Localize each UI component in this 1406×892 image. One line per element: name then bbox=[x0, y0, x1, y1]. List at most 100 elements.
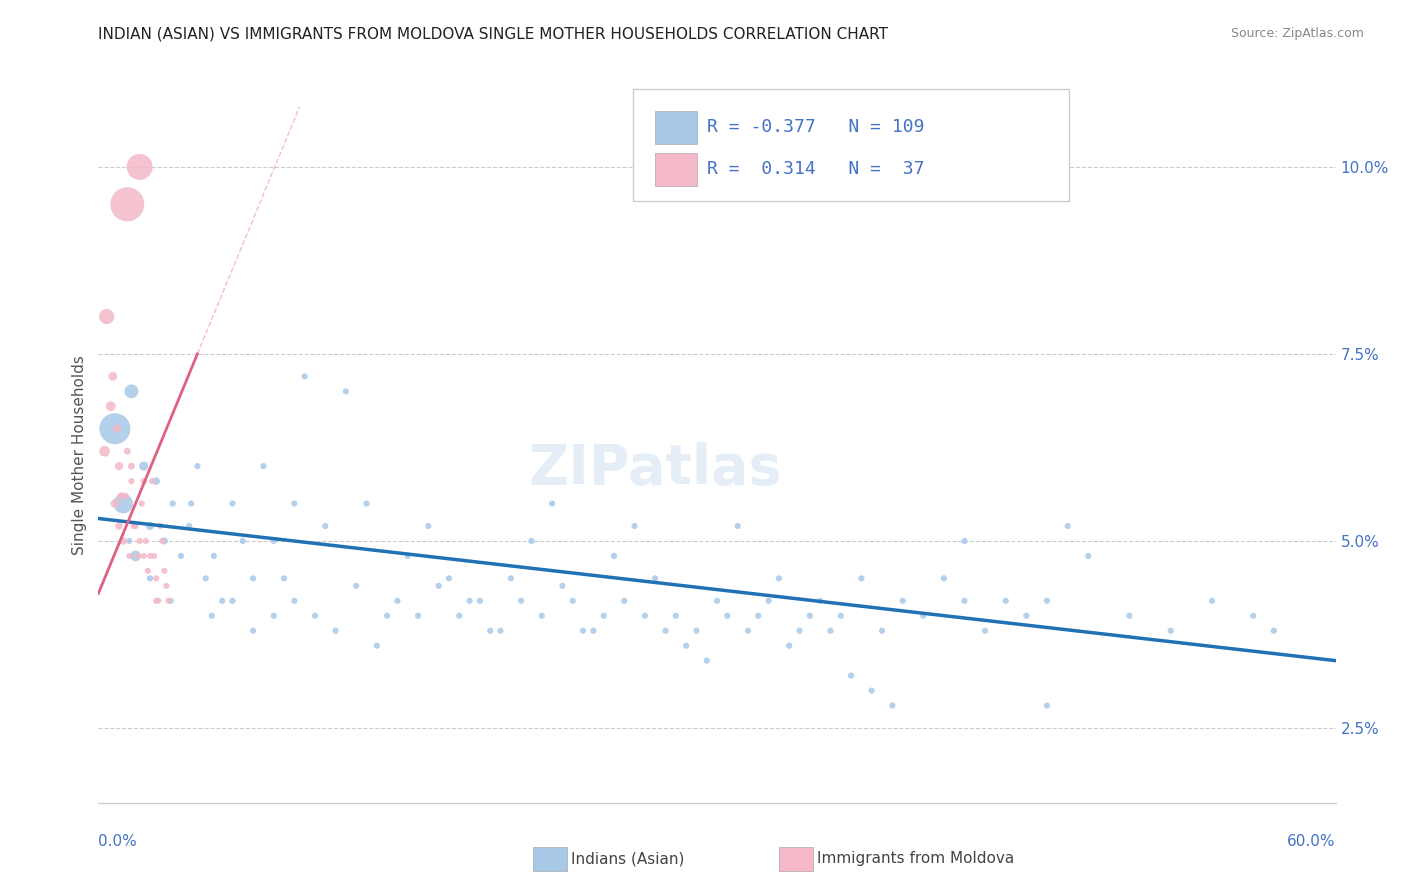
Point bbox=[122, 519, 145, 533]
Text: Immigrants from Moldova: Immigrants from Moldova bbox=[817, 852, 1014, 866]
Point bbox=[139, 549, 162, 563]
Point bbox=[758, 594, 780, 608]
Point bbox=[150, 533, 173, 548]
Point bbox=[1077, 549, 1099, 563]
Point bbox=[232, 533, 254, 548]
Point bbox=[112, 497, 135, 511]
Point bbox=[820, 624, 842, 638]
Point bbox=[561, 594, 583, 608]
Point bbox=[153, 564, 176, 578]
Point bbox=[418, 519, 440, 533]
Point bbox=[613, 594, 636, 608]
Point bbox=[1241, 608, 1264, 623]
Point bbox=[101, 369, 124, 384]
Point bbox=[105, 422, 128, 436]
Point bbox=[479, 624, 502, 638]
Point bbox=[221, 594, 243, 608]
Point bbox=[375, 608, 398, 623]
Point bbox=[135, 533, 157, 548]
Point bbox=[891, 594, 914, 608]
Text: Source: ZipAtlas.com: Source: ZipAtlas.com bbox=[1230, 27, 1364, 40]
Point bbox=[489, 624, 512, 638]
Point bbox=[273, 571, 295, 585]
Point bbox=[356, 497, 378, 511]
Point bbox=[932, 571, 955, 585]
Point bbox=[148, 594, 170, 608]
Point bbox=[449, 608, 471, 623]
Point bbox=[851, 571, 873, 585]
Text: R = -0.377   N = 109: R = -0.377 N = 109 bbox=[707, 118, 925, 136]
Point bbox=[1263, 624, 1285, 638]
Text: 0.0%: 0.0% bbox=[98, 834, 138, 849]
Point bbox=[252, 459, 274, 474]
Point bbox=[304, 608, 326, 623]
Point bbox=[93, 444, 115, 458]
Point bbox=[716, 608, 738, 623]
Point bbox=[110, 489, 132, 503]
Point bbox=[799, 608, 821, 623]
Point bbox=[145, 474, 167, 488]
Point bbox=[737, 624, 759, 638]
Point bbox=[1056, 519, 1078, 533]
Point bbox=[124, 549, 146, 563]
Point bbox=[994, 594, 1017, 608]
Point bbox=[221, 497, 243, 511]
Point bbox=[634, 608, 657, 623]
Point bbox=[623, 519, 645, 533]
Point bbox=[108, 519, 131, 533]
Point bbox=[830, 608, 852, 623]
Point bbox=[592, 608, 614, 623]
Point bbox=[118, 533, 141, 548]
Point bbox=[654, 624, 676, 638]
Point bbox=[131, 497, 153, 511]
Point bbox=[136, 564, 159, 578]
Point bbox=[132, 549, 155, 563]
Point bbox=[551, 579, 574, 593]
Point bbox=[344, 579, 367, 593]
Y-axis label: Single Mother Households: Single Mother Households bbox=[72, 355, 87, 555]
Point bbox=[696, 654, 718, 668]
Point bbox=[96, 310, 118, 324]
Point bbox=[201, 608, 224, 623]
Text: Indians (Asian): Indians (Asian) bbox=[571, 852, 685, 866]
Point bbox=[124, 519, 146, 533]
Point bbox=[468, 594, 491, 608]
Point bbox=[974, 624, 997, 638]
Point bbox=[211, 594, 233, 608]
Point bbox=[145, 594, 167, 608]
Point bbox=[387, 594, 409, 608]
Point bbox=[860, 683, 883, 698]
Point bbox=[727, 519, 749, 533]
Point bbox=[186, 459, 208, 474]
Point bbox=[162, 497, 184, 511]
Text: ZIPatlas: ZIPatlas bbox=[529, 442, 782, 496]
Point bbox=[153, 533, 176, 548]
Point bbox=[499, 571, 522, 585]
Point bbox=[685, 624, 707, 638]
Point bbox=[194, 571, 217, 585]
Point bbox=[117, 197, 139, 211]
Point bbox=[768, 571, 790, 585]
Point bbox=[263, 608, 285, 623]
Point bbox=[104, 422, 127, 436]
Point bbox=[396, 549, 419, 563]
Point bbox=[510, 594, 533, 608]
Point bbox=[406, 608, 429, 623]
Point bbox=[155, 579, 177, 593]
Point bbox=[128, 533, 150, 548]
Point bbox=[283, 594, 305, 608]
Point bbox=[132, 459, 155, 474]
Point bbox=[149, 519, 172, 533]
Point bbox=[778, 639, 800, 653]
Point bbox=[120, 384, 142, 399]
Point bbox=[325, 624, 347, 638]
Point bbox=[159, 594, 181, 608]
Point bbox=[242, 571, 264, 585]
Point bbox=[112, 533, 135, 548]
Point bbox=[100, 399, 122, 413]
Point bbox=[582, 624, 605, 638]
Point bbox=[127, 549, 149, 563]
Point bbox=[1118, 608, 1140, 623]
Point bbox=[180, 497, 202, 511]
Point bbox=[118, 549, 141, 563]
